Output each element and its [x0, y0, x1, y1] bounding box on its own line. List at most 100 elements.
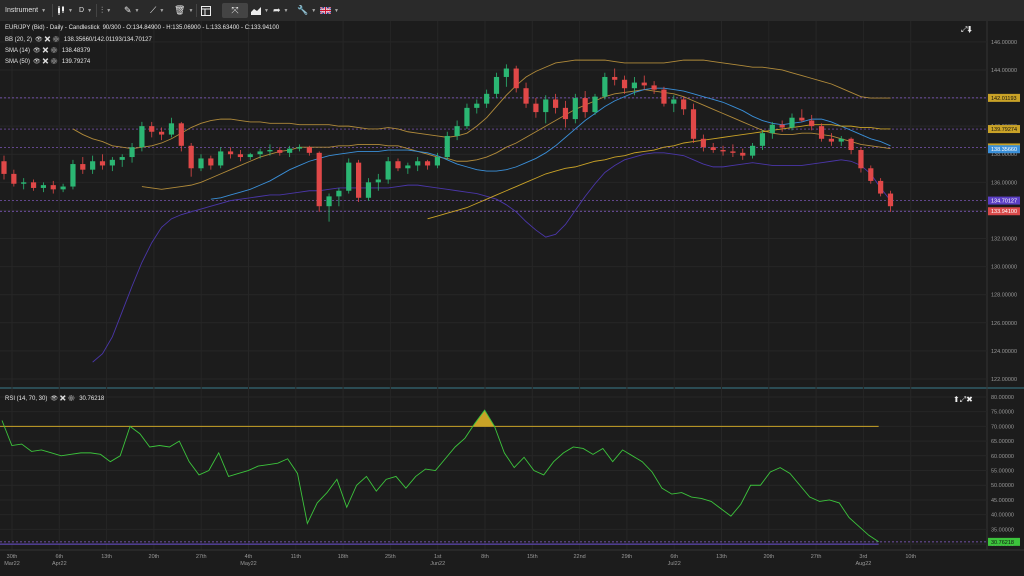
candle-body[interactable] — [346, 162, 352, 191]
candle-body[interactable] — [553, 99, 559, 108]
candle-body[interactable] — [50, 185, 56, 190]
candle-body[interactable] — [375, 179, 381, 183]
candle-body[interactable] — [700, 138, 706, 148]
indicator-controls-icons[interactable]: 👁✖⚙ — [33, 48, 59, 54]
rsi-pane-controls[interactable]: ⬆⤢✖ — [953, 395, 973, 405]
candle-body[interactable] — [90, 161, 96, 170]
share-button[interactable]: ➦ ▼ — [273, 3, 289, 18]
indicators-button[interactable]: ⫶ ▼ — [101, 3, 111, 18]
candle-body[interactable] — [159, 131, 165, 135]
candle-body[interactable] — [651, 85, 657, 90]
indicator-controls-icons[interactable]: 👁✖⚙ — [50, 396, 77, 402]
candle-body[interactable] — [740, 152, 746, 156]
candle-body[interactable] — [208, 158, 214, 166]
candle-body[interactable] — [227, 151, 234, 155]
candle-body[interactable] — [356, 162, 362, 198]
candle-body[interactable] — [336, 190, 342, 197]
candle-body[interactable] — [484, 93, 490, 104]
candle-body[interactable] — [868, 168, 874, 181]
candle-body[interactable] — [681, 99, 687, 110]
candle-body[interactable] — [809, 120, 815, 127]
candle-body[interactable] — [168, 123, 175, 135]
delete-drawings-button[interactable]: 🗑 ▼ — [174, 3, 193, 18]
candle-body[interactable] — [385, 161, 391, 180]
legend-sma14[interactable]: SMA (14) 👁✖⚙ 138.48379 — [5, 47, 90, 55]
candle-body[interactable] — [503, 68, 509, 77]
candle-body[interactable] — [454, 126, 460, 136]
candle-body[interactable] — [119, 157, 125, 160]
candle-body[interactable] — [405, 165, 411, 169]
candle-body[interactable] — [710, 147, 716, 151]
candle-body[interactable] — [779, 124, 785, 128]
candle-body[interactable] — [237, 154, 243, 158]
candle-body[interactable] — [631, 82, 637, 89]
candle-body[interactable] — [690, 109, 697, 139]
candle-body[interactable] — [316, 152, 322, 207]
candle-body[interactable] — [592, 96, 598, 113]
candle-body[interactable] — [424, 161, 431, 166]
candle-body[interactable] — [11, 173, 17, 184]
candle-body[interactable] — [582, 98, 588, 113]
candle-body[interactable] — [306, 147, 312, 153]
candle-body[interactable] — [769, 124, 775, 134]
candle-body[interactable] — [139, 126, 145, 148]
candle-body[interactable] — [198, 158, 204, 169]
candle-body[interactable] — [277, 150, 283, 153]
candle-body[interactable] — [838, 138, 844, 142]
collapse-icon[interactable]: ⤢ — [961, 25, 968, 34]
candle-body[interactable] — [602, 76, 608, 97]
candle-body[interactable] — [671, 99, 677, 104]
chart-style-button[interactable]: ▼ — [251, 3, 269, 18]
candle-body[interactable] — [513, 68, 519, 89]
candle-body[interactable] — [562, 107, 569, 120]
candle-body[interactable] — [818, 126, 825, 139]
legend-sma50[interactable]: SMA (50) 👁✖⚙ 139.79274 — [5, 58, 90, 66]
candle-body[interactable] — [661, 89, 667, 104]
legend-rsi[interactable]: RSI (14, 70, 30) 👁✖⚙ 30.76218 — [5, 395, 104, 403]
candle-body[interactable] — [149, 126, 155, 132]
candle-body[interactable] — [641, 82, 647, 86]
candle-body[interactable] — [296, 147, 303, 149]
candle-body[interactable] — [287, 148, 293, 153]
candle-body[interactable] — [474, 103, 480, 108]
timeframe-dropdown[interactable]: D ▼ — [79, 3, 92, 18]
candle-body[interactable] — [21, 182, 27, 184]
candle-body[interactable] — [60, 186, 66, 190]
candle-body[interactable] — [247, 154, 253, 158]
candle-body[interactable] — [858, 150, 864, 169]
layout-button[interactable] — [201, 3, 211, 18]
candle-body[interactable] — [267, 150, 273, 152]
candle-body[interactable] — [326, 196, 332, 207]
legend-bb[interactable]: BB (20, 2) 👁✖⚙ 138.35660/142.01193/134.7… — [5, 36, 152, 44]
chart-area[interactable]: 146.00000144.00000142.00000140.00000138.… — [0, 21, 1024, 576]
candle-body[interactable] — [828, 138, 834, 142]
candle-body[interactable] — [218, 151, 224, 166]
candle-body[interactable] — [178, 123, 184, 146]
candle-body[interactable] — [444, 135, 450, 158]
candle-body[interactable] — [365, 182, 372, 198]
expand-icon[interactable]: ⤢ — [959, 395, 967, 404]
candle-body[interactable] — [493, 76, 500, 94]
language-button[interactable]: ▼ — [320, 3, 339, 18]
move-up-icon[interactable]: ⬆ — [953, 395, 960, 404]
candle-body[interactable] — [395, 161, 401, 169]
candle-body[interactable] — [572, 98, 578, 120]
indicator-controls-icons[interactable]: 👁✖⚙ — [33, 59, 59, 65]
candle-body[interactable] — [543, 99, 549, 113]
candle-body[interactable] — [612, 76, 618, 80]
candle-body[interactable] — [99, 161, 106, 166]
candle-body[interactable] — [878, 180, 884, 194]
candle-body[interactable] — [730, 151, 736, 153]
candle-body[interactable] — [109, 159, 115, 166]
instrument-dropdown[interactable]: Instrument ▼ — [5, 3, 46, 18]
candle-body[interactable] — [257, 151, 263, 155]
lines-button[interactable]: ⟋ ▼ — [150, 3, 164, 18]
candle-body[interactable] — [415, 161, 421, 166]
candle-body[interactable] — [533, 103, 539, 113]
candle-body[interactable] — [750, 145, 756, 156]
fullscreen-button[interactable]: ⤧ — [222, 3, 248, 18]
candle-body[interactable] — [40, 185, 46, 188]
candle-body[interactable] — [848, 138, 854, 151]
price-pane-controls[interactable]: ⤢⬇ — [961, 25, 972, 35]
candle-body[interactable] — [523, 88, 529, 104]
